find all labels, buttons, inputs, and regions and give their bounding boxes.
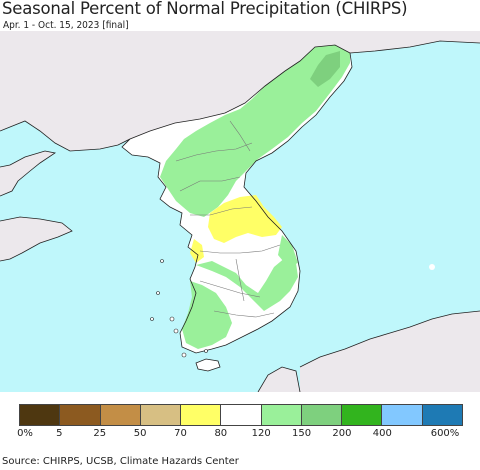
legend-tick-label: 150 xyxy=(291,428,312,439)
legend-tick-label: 50 xyxy=(133,428,147,439)
land-west-china xyxy=(0,151,55,196)
legend-tick-label: 0% xyxy=(17,428,33,439)
region-wetter-northeast xyxy=(310,51,340,87)
legend-swatch xyxy=(221,405,262,425)
map-svg xyxy=(0,31,480,392)
land-jeju xyxy=(196,359,220,371)
legend-tick-label: 400 xyxy=(372,428,392,439)
legend-swatch xyxy=(60,405,101,425)
legend-swatch xyxy=(422,405,462,425)
land-japan xyxy=(300,311,480,392)
legend-swatch xyxy=(382,405,423,425)
precipitation-map xyxy=(0,31,480,392)
legend-tick-label: 200 xyxy=(332,428,352,439)
admin-boundaries xyxy=(175,120,281,318)
land-japan-kyushu xyxy=(258,367,300,392)
legend-swatch xyxy=(342,405,383,425)
land-shandong xyxy=(0,217,72,261)
legend-swatch xyxy=(261,405,302,425)
land-ulleung xyxy=(429,264,435,270)
land-northeast-china xyxy=(0,31,480,151)
source-credit: Source: CHIRPS, UCSB, Climate Hazards Ce… xyxy=(2,456,239,467)
legend-swatch xyxy=(100,405,141,425)
legend-tick-label: 70 xyxy=(174,428,187,439)
legend-tick-label: 25 xyxy=(93,428,107,439)
color-legend xyxy=(19,404,463,426)
legend-tick-label: 600% xyxy=(430,428,460,439)
legend-swatch xyxy=(140,405,182,425)
region-wet-north xyxy=(160,45,350,217)
region-wet-east xyxy=(278,235,298,267)
coastlines xyxy=(0,40,480,392)
region-wet-south xyxy=(196,257,298,311)
small-islands xyxy=(150,259,208,358)
region-dry-central xyxy=(208,195,282,243)
map-title: Seasonal Percent of Normal Precipitation… xyxy=(2,0,408,18)
legend-tick-labels: 0% 5 25 50 70 80 120 150 200 400 600% xyxy=(0,428,480,442)
legend-tick-label: 120 xyxy=(251,428,271,439)
legend-swatch xyxy=(301,405,343,425)
legend-tick-label: 80 xyxy=(214,428,228,439)
legend-swatch xyxy=(20,405,61,425)
map-subtitle: Apr. 1 - Oct. 15, 2023 [final] xyxy=(3,20,129,31)
legend-swatch xyxy=(181,405,222,425)
legend-tick-label: 5 xyxy=(56,428,63,439)
region-dry-west xyxy=(190,239,204,263)
